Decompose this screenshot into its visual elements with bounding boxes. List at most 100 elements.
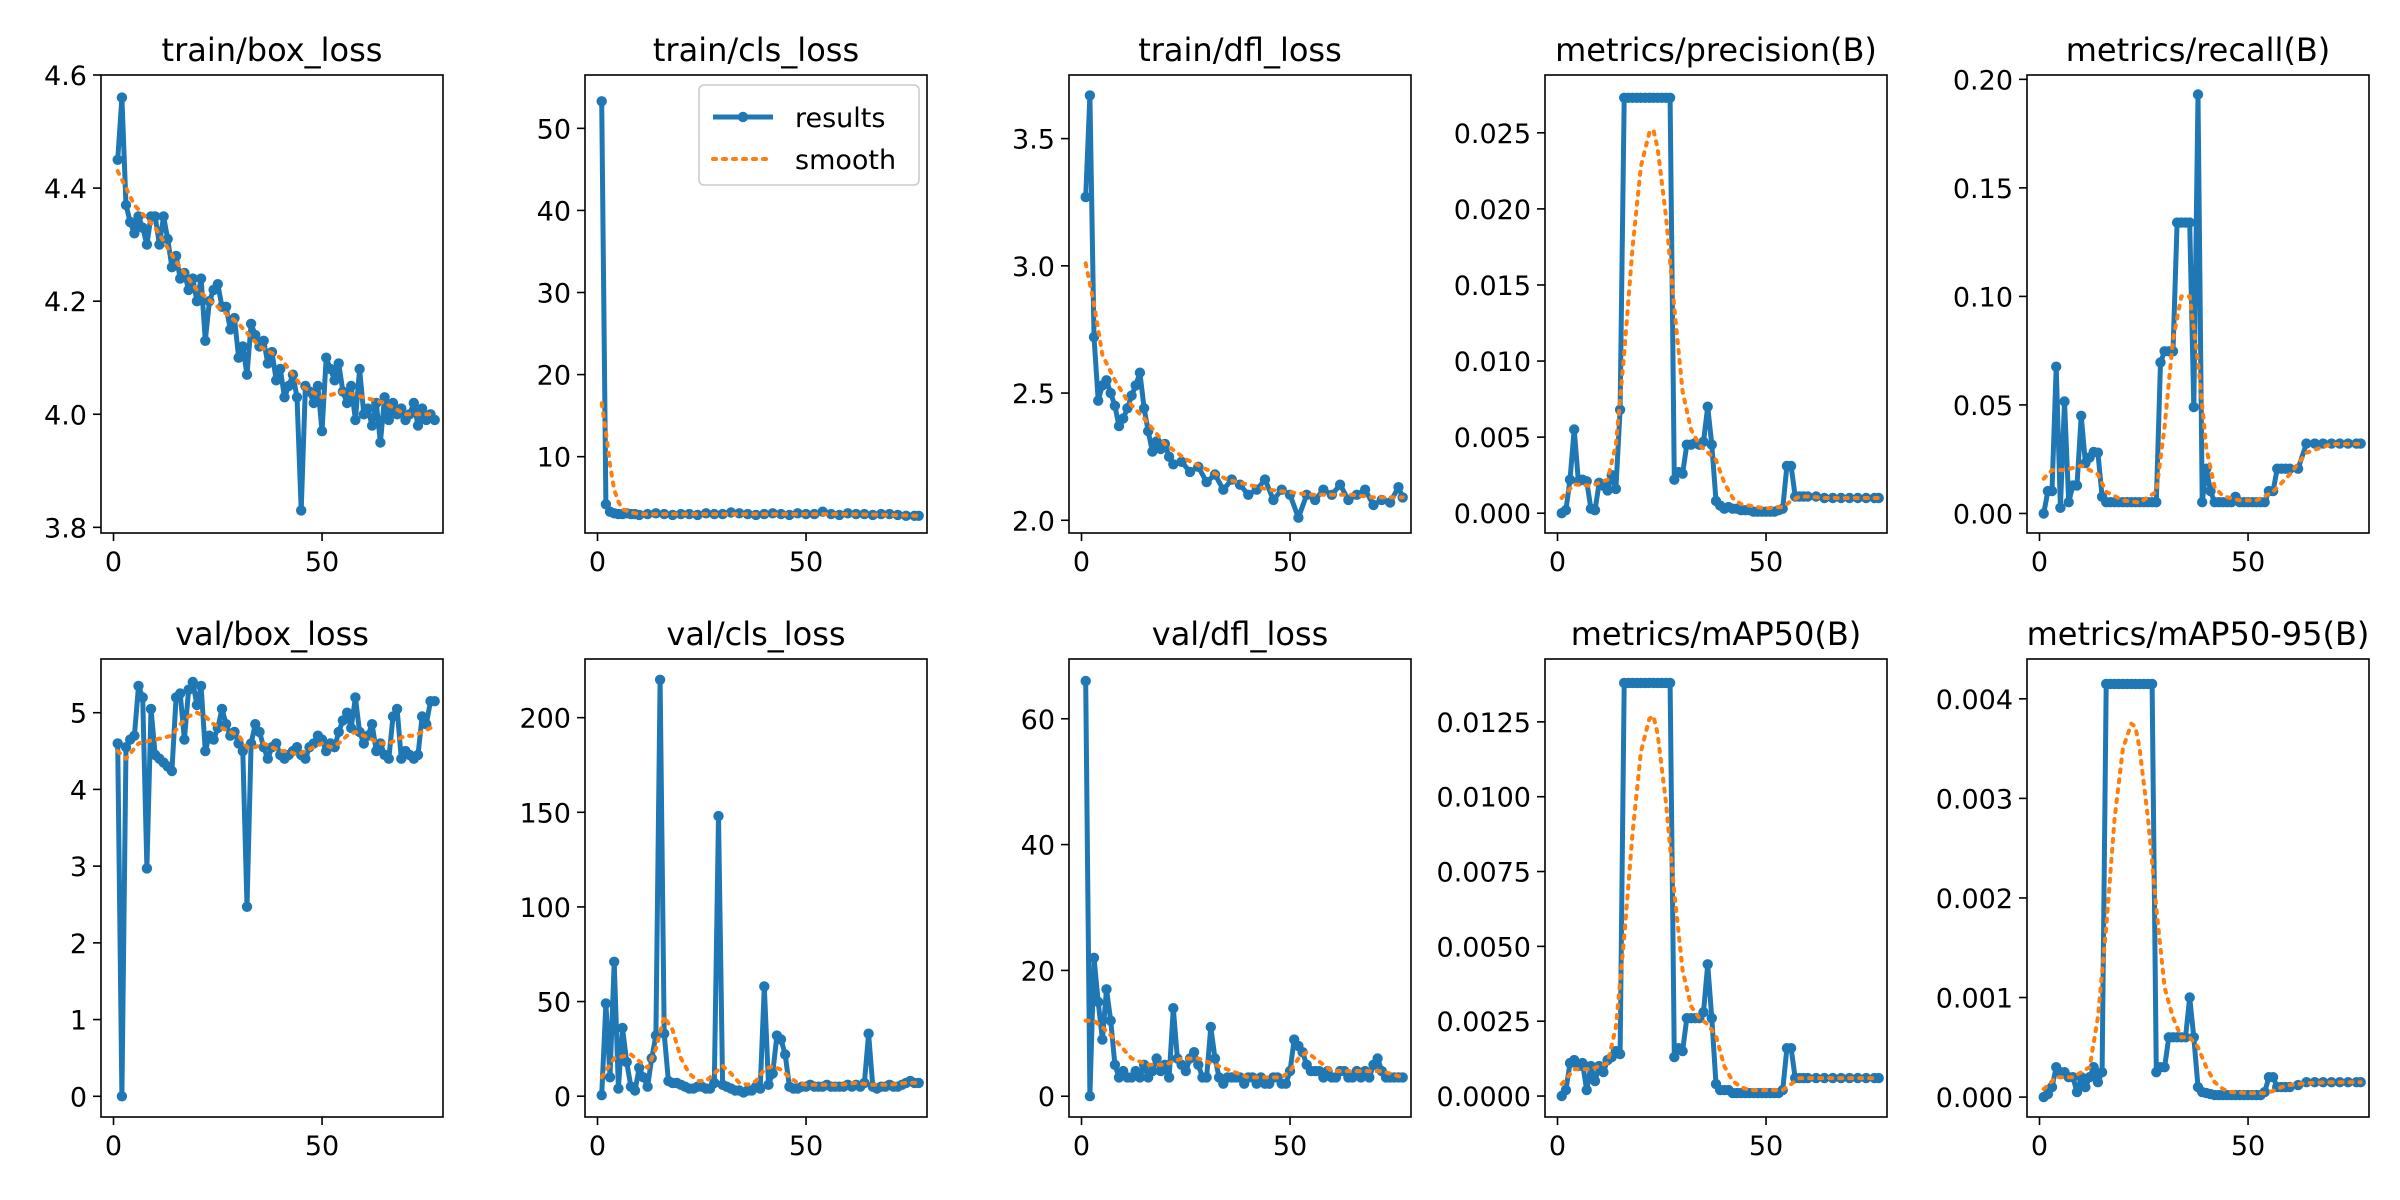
y-tick-label: 0.020 [1454,195,1531,226]
results-data-point [321,352,332,363]
results-data-point [1309,494,1321,506]
y-tick-label: 50 [537,988,571,1019]
results-data-point [337,715,349,726]
results-data-point [1569,424,1580,435]
x-tick-label: 50 [2231,547,2265,578]
subplot: train/box_loss 0 50 3.8 4.0 4.2 4.4 4.6 [44,31,444,578]
legend-smooth-label: smooth [795,145,896,176]
results-data-point [366,719,378,730]
results-data-point [1088,331,1100,343]
results-data-point [1860,1072,1872,1084]
results-data-point [1093,395,1104,406]
y-tick-label: 100 [519,893,571,924]
results-data-point [125,216,136,228]
results-data-point [2076,410,2087,421]
results-data-point [283,380,294,392]
results-data-point [383,753,394,764]
results-data-point [1080,675,1091,687]
y-tick-label: 0.003 [1936,784,2013,815]
results-data-point [258,335,269,346]
results-data-point [233,352,244,363]
results-data-point [1176,456,1187,467]
results-data-point [1785,460,1797,472]
results-data-point [1819,1072,1830,1084]
results-data-point [1372,1053,1383,1064]
results-data-point [120,742,132,753]
results-data-point [416,711,428,722]
results-data-point [179,734,190,745]
results-data-point [154,239,165,250]
results-data-point [1677,468,1688,479]
y-tick-label: 0 [70,1082,87,1113]
x-tick-label: 0 [105,1131,122,1162]
y-tick-label: 0 [1038,1082,1055,1113]
results-data-point [2080,1081,2091,1093]
subplot: val/dfl_loss 0 50 0 20 40 60 [1021,615,1412,1162]
results-data-point [1589,505,1601,516]
results-data-point [2092,447,2104,458]
results-data-point [2088,1062,2099,1073]
y-tick-label: 0.000 [1936,1083,2013,1114]
results-data-point [780,1049,791,1060]
smooth-series-line [115,169,437,417]
results-data-point [755,1083,766,1094]
results-data-point [1130,380,1141,391]
results-data-point [333,358,344,369]
results-data-point [654,674,666,685]
results-data-point [316,734,328,745]
x-tick-label: 50 [1749,547,1783,578]
results-data-point [1598,1066,1609,1078]
results-data-point [120,199,132,211]
subplot: metrics/mAP50-95(B) 0 50 0.000 0.001 0.002 0.0… [1936,615,2370,1162]
y-tick-label: 3.5 [1012,125,1055,156]
y-tick-label: 0.00 [1953,499,2013,530]
results-data-point [1351,489,1363,500]
results-data-point [763,1079,774,1091]
results-data-point [2267,1072,2279,1083]
y-tick-label: 0.002 [1936,884,2013,915]
y-tick-label: 60 [1021,705,1055,736]
results-data-point [621,1056,632,1068]
results-data-point [2046,485,2058,497]
axes-frame [100,658,444,1118]
y-tick-label: 20 [1021,956,1055,987]
subplot-title: metrics/recall(B) [2066,31,2331,69]
y-tick-label: 3.0 [1012,252,1055,283]
results-data-point [1109,1059,1121,1071]
results-data-point [150,211,161,222]
results-data-point [613,1083,624,1094]
results-data-point [1343,494,1354,506]
results-data-point [2309,438,2320,449]
subplot-title: val/dfl_loss [1152,615,1329,653]
results-data-point [1147,1065,1158,1077]
y-tick-label: 2.5 [1012,379,1055,410]
y-tick-label: 2 [70,929,87,960]
results-data-point [1151,1053,1162,1064]
results-data-point [1581,1084,1592,1096]
results-data-point [1084,90,1096,101]
subplot-title: metrics/mAP50(B) [1571,615,1862,653]
results-data-point [254,726,265,738]
results-data-point [116,92,128,103]
results-data-point [675,508,687,520]
x-tick-label: 50 [1273,547,1307,578]
x-tick-label: 0 [1549,547,1566,578]
results-data-point [1359,484,1371,495]
results-data-point [1188,1047,1200,1058]
results-data-point [195,680,207,692]
results-data-point [1384,497,1396,508]
results-data-point [250,719,261,730]
results-data-point [1677,1045,1688,1057]
results-data-point [216,703,228,715]
results-data-point [391,703,403,715]
results-data-point [166,765,178,777]
results-data-point [2192,89,2204,100]
results-data-point [291,742,303,753]
y-tick-label: 0.10 [1953,282,2013,313]
x-tick-label: 0 [589,547,606,578]
y-tick-label: 0.20 [1953,65,2013,96]
results-data-point [1698,1007,1709,1018]
y-tick-label: 4.4 [44,174,87,205]
results-data-point [329,375,340,386]
